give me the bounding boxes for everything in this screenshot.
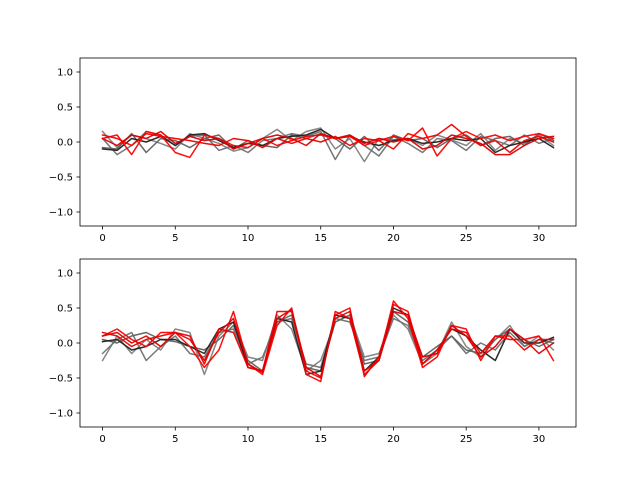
series-line-3: [101, 128, 555, 154]
bottom-axes: 0 5 10 15 20 25 30 −1.0 −0.5 0.0 0.5 1.0: [49, 258, 577, 445]
x-tick-label: 15: [314, 434, 327, 445]
x-tick-label: 20: [387, 434, 400, 445]
x-tick-label: 0: [99, 233, 105, 244]
y-tick-label: 0.5: [57, 103, 73, 114]
series-line-6: [101, 130, 555, 156]
series-line-6: [101, 308, 555, 378]
x-tick-label: 5: [172, 233, 178, 244]
y-tick-label: 1.0: [57, 68, 73, 79]
series-group: [101, 123, 555, 163]
x-tick-label: 25: [460, 233, 473, 244]
y-tick-label: −0.5: [49, 374, 73, 385]
x-tick-label: 10: [242, 434, 255, 445]
y-tick-label: 0.0: [57, 339, 73, 350]
x-tick-label: 5: [172, 434, 178, 445]
x-tick-label: 15: [314, 233, 327, 244]
series-group: [101, 300, 555, 383]
y-tick-label: −1.0: [49, 208, 73, 219]
x-tick-label: 20: [387, 233, 400, 244]
top-axes: 0 5 10 15 20 25 30 −1.0 −0.5 0.0 0.5 1.0: [49, 57, 577, 244]
x-tick-label: 30: [533, 434, 546, 445]
x-tick-label: 30: [533, 233, 546, 244]
y-tick-label: 0.5: [57, 304, 73, 315]
y-tick-label: 1.0: [57, 269, 73, 280]
y-tick-label: 0.0: [57, 138, 73, 149]
x-tick-label: 25: [460, 434, 473, 445]
y-tick-label: −1.0: [49, 409, 73, 420]
x-tick-label: 10: [242, 233, 255, 244]
y-tick-label: −0.5: [49, 173, 73, 184]
series-line-5: [101, 123, 555, 154]
x-tick-label: 0: [99, 434, 105, 445]
